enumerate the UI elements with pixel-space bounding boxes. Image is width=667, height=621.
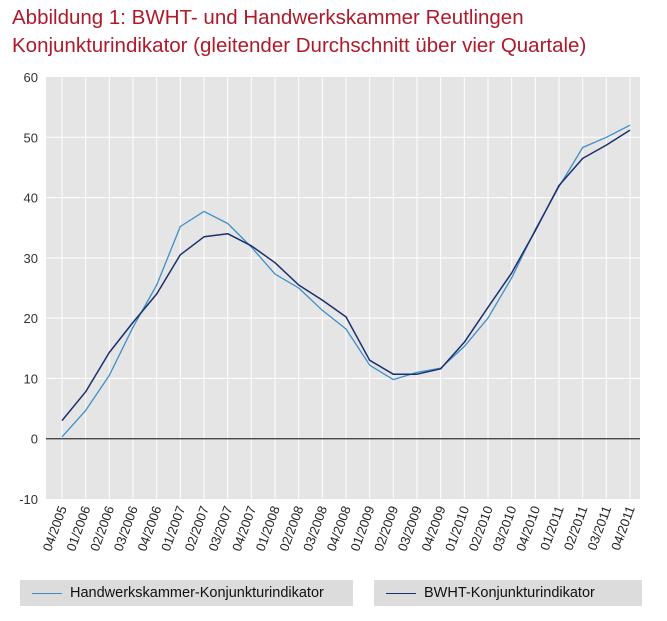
- y-axis-ticks: -10 0 10 20 30 40 50 60: [19, 70, 38, 507]
- legend-label-handwerkskammer: Handwerkskammer-Konjunkturindikator: [70, 585, 324, 601]
- legend-label-bwht: BWHT-Konjunkturindikator: [424, 585, 595, 601]
- legend-item-handwerkskammer: Handwerkskammer-Konjunkturindikator: [20, 580, 353, 606]
- y-tick-label: 30: [24, 251, 38, 266]
- plot-area: [46, 77, 640, 499]
- y-tick-label: 0: [31, 432, 38, 447]
- chart-title: Abbildung 1: BWHT- und Handwerkskammer R…: [12, 4, 586, 60]
- legend-item-bwht: BWHT-Konjunkturindikator: [374, 580, 642, 606]
- y-tick-label: 50: [24, 130, 38, 145]
- series-line-bwht: [61, 129, 631, 422]
- y-tick-label: 40: [24, 191, 38, 206]
- chart-title-line-1: Abbildung 1: BWHT- und Handwerkskammer R…: [12, 6, 524, 29]
- y-tick-label: -10: [19, 492, 38, 507]
- legend-swatch-handwerkskammer: [32, 592, 62, 594]
- x-axis-ticks: 04/200501/200602/200603/200604/200601/20…: [40, 504, 638, 553]
- y-tick-label: 20: [24, 311, 38, 326]
- legend-swatch-bwht: [386, 592, 416, 594]
- y-tick-label: 10: [24, 371, 38, 386]
- chart-title-line-2: Konjunkturindikator (gleitender Durchsch…: [12, 34, 587, 57]
- line-chart: -10 0 10 20 30 40 50 60 04/200501/200602/200603…: [19, 70, 640, 553]
- grid: [46, 77, 640, 499]
- y-tick-label: 60: [24, 70, 38, 85]
- series-lines: [61, 124, 631, 438]
